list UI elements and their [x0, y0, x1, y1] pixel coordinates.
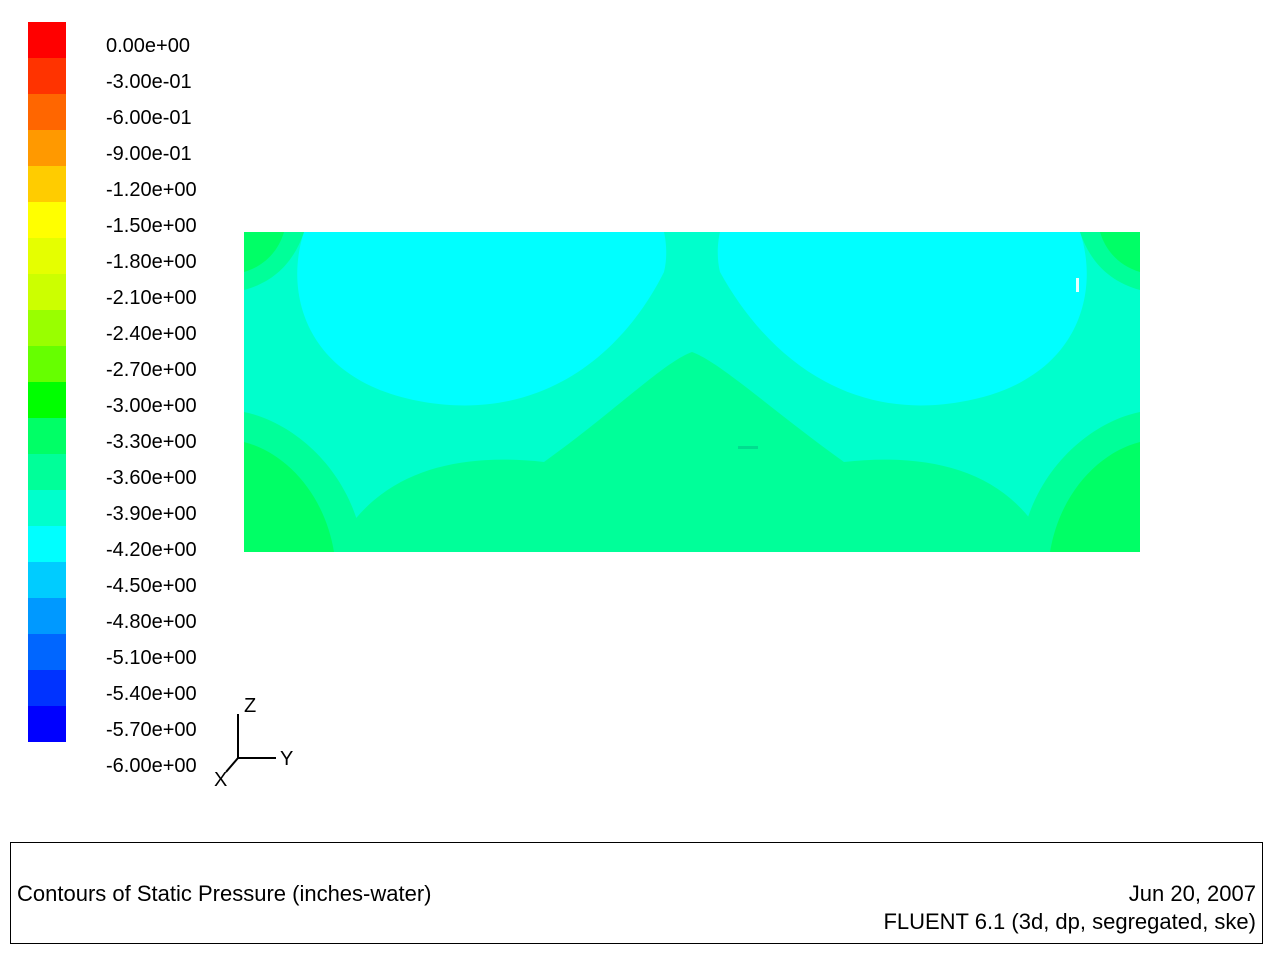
legend-swatch-19 — [28, 706, 66, 742]
legend-label-13: -3.90e+00 — [106, 496, 197, 532]
legend-swatch-1 — [28, 58, 66, 94]
legend-label-15: -4.50e+00 — [106, 568, 197, 604]
contour-tr-tick — [1076, 278, 1079, 292]
figure-title: Contours of Static Pressure (inches-wate… — [17, 881, 432, 907]
legend-swatch-6 — [28, 238, 66, 274]
legend-label-10: -3.00e+00 — [106, 388, 197, 424]
legend-swatch-13 — [28, 490, 66, 526]
axis-z-label: Z — [244, 695, 256, 717]
legend-label-6: -1.80e+00 — [106, 244, 197, 280]
legend-swatch-12 — [28, 454, 66, 490]
legend-swatch-3 — [28, 130, 66, 166]
legend-swatch-9 — [28, 346, 66, 382]
figure-solver: FLUENT 6.1 (3d, dp, segregated, ske) — [883, 909, 1256, 935]
legend-label-12: -3.60e+00 — [106, 460, 197, 496]
legend-label-0: 0.00e+00 — [106, 28, 197, 64]
legend-label-7: -2.10e+00 — [106, 280, 197, 316]
legend-swatch-8 — [28, 310, 66, 346]
legend-label-9: -2.70e+00 — [106, 352, 197, 388]
legend-label-19: -5.70e+00 — [106, 712, 197, 748]
legend-swatch-14 — [28, 526, 66, 562]
legend-label-3: -9.00e-01 — [106, 136, 197, 172]
legend-label-20: -6.00e+00 — [106, 748, 197, 784]
legend-label-16: -4.80e+00 — [106, 604, 197, 640]
color-legend: 0.00e+00-3.00e-01-6.00e-01-9.00e-01-1.20… — [28, 22, 66, 742]
axis-x-line — [226, 758, 238, 772]
legend-swatch-5 — [28, 202, 66, 238]
legend-labels: 0.00e+00-3.00e-01-6.00e-01-9.00e-01-1.20… — [106, 28, 197, 784]
legend-swatch-15 — [28, 562, 66, 598]
axis-x-label: X — [214, 769, 227, 791]
legend-bar — [28, 22, 66, 742]
figure-caption-box: Contours of Static Pressure (inches-wate… — [10, 842, 1263, 944]
legend-label-4: -1.20e+00 — [106, 172, 197, 208]
legend-label-5: -1.50e+00 — [106, 208, 197, 244]
legend-label-8: -2.40e+00 — [106, 316, 197, 352]
axis-triad: Z Y X — [228, 708, 308, 788]
legend-label-14: -4.20e+00 — [106, 532, 197, 568]
legend-swatch-17 — [28, 634, 66, 670]
legend-swatch-2 — [28, 94, 66, 130]
legend-label-18: -5.40e+00 — [106, 676, 197, 712]
cfd-contour-figure: 0.00e+00-3.00e-01-6.00e-01-9.00e-01-1.20… — [0, 0, 1279, 967]
legend-swatch-11 — [28, 418, 66, 454]
legend-swatch-7 — [28, 274, 66, 310]
legend-swatch-18 — [28, 670, 66, 706]
legend-label-11: -3.30e+00 — [106, 424, 197, 460]
legend-swatch-16 — [28, 598, 66, 634]
figure-date: Jun 20, 2007 — [1129, 881, 1256, 907]
axis-y-label: Y — [280, 748, 293, 770]
pressure-contour-plot — [244, 232, 1140, 552]
legend-label-17: -5.10e+00 — [106, 640, 197, 676]
contour-center-marker — [738, 446, 758, 449]
legend-swatch-0 — [28, 22, 66, 58]
legend-label-1: -3.00e-01 — [106, 64, 197, 100]
legend-swatch-4 — [28, 166, 66, 202]
legend-swatch-10 — [28, 382, 66, 418]
legend-label-2: -6.00e-01 — [106, 100, 197, 136]
